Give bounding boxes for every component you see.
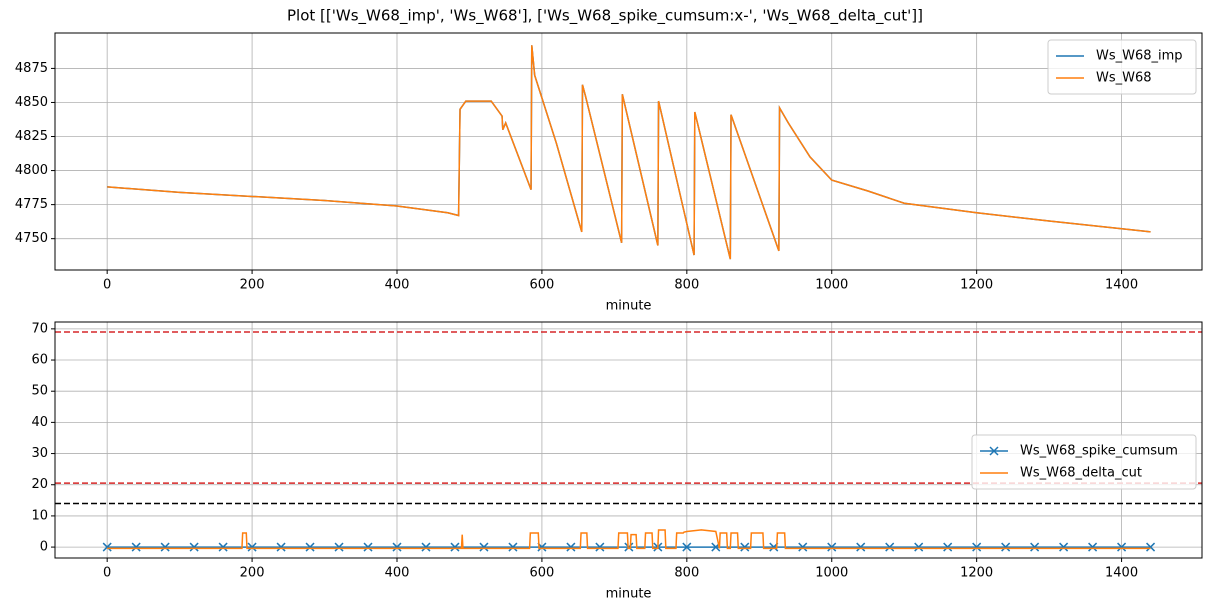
x-tick-label: 1200 — [960, 278, 993, 293]
marker — [508, 542, 518, 552]
marker — [827, 542, 837, 552]
legend-box — [1047, 39, 1197, 95]
marker — [856, 542, 866, 552]
y-tick-label: 4825 — [15, 129, 48, 144]
x-tick-label: 200 — [240, 566, 265, 581]
x-tick-label: 600 — [529, 278, 554, 293]
x-tick-label: 0 — [103, 278, 111, 293]
marker — [1030, 542, 1040, 552]
marker — [566, 542, 576, 552]
x-tick-label: 0 — [103, 566, 111, 581]
legend-label: Ws_W68_delta_cut — [1020, 466, 1142, 481]
marker — [885, 542, 895, 552]
marker — [102, 542, 112, 552]
y-tick-label: 4850 — [15, 95, 48, 110]
y-tick-label: 4800 — [15, 163, 48, 178]
legend-box — [971, 434, 1197, 490]
x-tick-label: 800 — [674, 278, 699, 293]
y-tick-label: 70 — [31, 321, 48, 336]
x-tick-label: 1200 — [960, 566, 993, 581]
legend-label: Ws_W68 — [1096, 71, 1152, 86]
marker — [624, 542, 634, 552]
legend-label: Ws_W68_imp — [1096, 49, 1183, 64]
y-tick-label: 60 — [31, 353, 48, 368]
marker — [1146, 542, 1156, 552]
x-tick-label: 1000 — [815, 566, 848, 581]
marker — [305, 542, 315, 552]
marker — [160, 542, 170, 552]
x-tick-label: 1400 — [1105, 566, 1138, 581]
legend-marker — [989, 446, 999, 456]
marker — [363, 542, 373, 552]
marker — [972, 542, 982, 552]
marker — [131, 542, 141, 552]
x-tick-label: 400 — [385, 566, 410, 581]
marker — [1059, 542, 1069, 552]
axes-frame — [54, 32, 1203, 271]
marker — [189, 542, 199, 552]
marker — [334, 542, 344, 552]
y-tick-label: 40 — [31, 415, 48, 430]
y-tick-label: 4875 — [15, 61, 48, 76]
series-line — [107, 45, 1151, 260]
marker — [595, 542, 605, 552]
marker — [914, 542, 924, 552]
x-tick-label: 600 — [529, 566, 554, 581]
series-line — [107, 45, 1151, 260]
y-tick-label: 0 — [40, 540, 48, 555]
y-tick-label: 50 — [31, 384, 48, 399]
y-tick-label: 4750 — [15, 231, 48, 246]
marker — [421, 542, 431, 552]
marker — [276, 542, 286, 552]
marker — [740, 542, 750, 552]
marker — [1088, 542, 1098, 552]
x-tick-label: 200 — [240, 278, 265, 293]
figure-title: Plot [['Ws_W68_imp', 'Ws_W68'], ['Ws_W68… — [287, 7, 923, 26]
legend-label: Ws_W68_spike_cumsum — [1020, 444, 1178, 459]
marker — [682, 542, 692, 552]
y-tick-label: 10 — [31, 508, 48, 523]
x-axis-label: minute — [606, 299, 652, 314]
marker — [218, 542, 228, 552]
x-tick-label: 800 — [674, 566, 699, 581]
x-tick-label: 400 — [385, 278, 410, 293]
y-tick-label: 20 — [31, 477, 48, 492]
x-tick-label: 1000 — [815, 278, 848, 293]
marker — [479, 542, 489, 552]
marker — [798, 542, 808, 552]
y-tick-label: 30 — [31, 446, 48, 461]
marker — [247, 542, 257, 552]
y-tick-label: 4775 — [15, 197, 48, 212]
x-tick-label: 1400 — [1105, 278, 1138, 293]
marker — [943, 542, 953, 552]
marker — [450, 542, 460, 552]
x-axis-label: minute — [606, 587, 652, 602]
marker — [1001, 542, 1011, 552]
series-line — [107, 529, 1151, 550]
axes-frame — [54, 321, 1203, 559]
marker — [392, 542, 402, 552]
marker — [1117, 542, 1127, 552]
